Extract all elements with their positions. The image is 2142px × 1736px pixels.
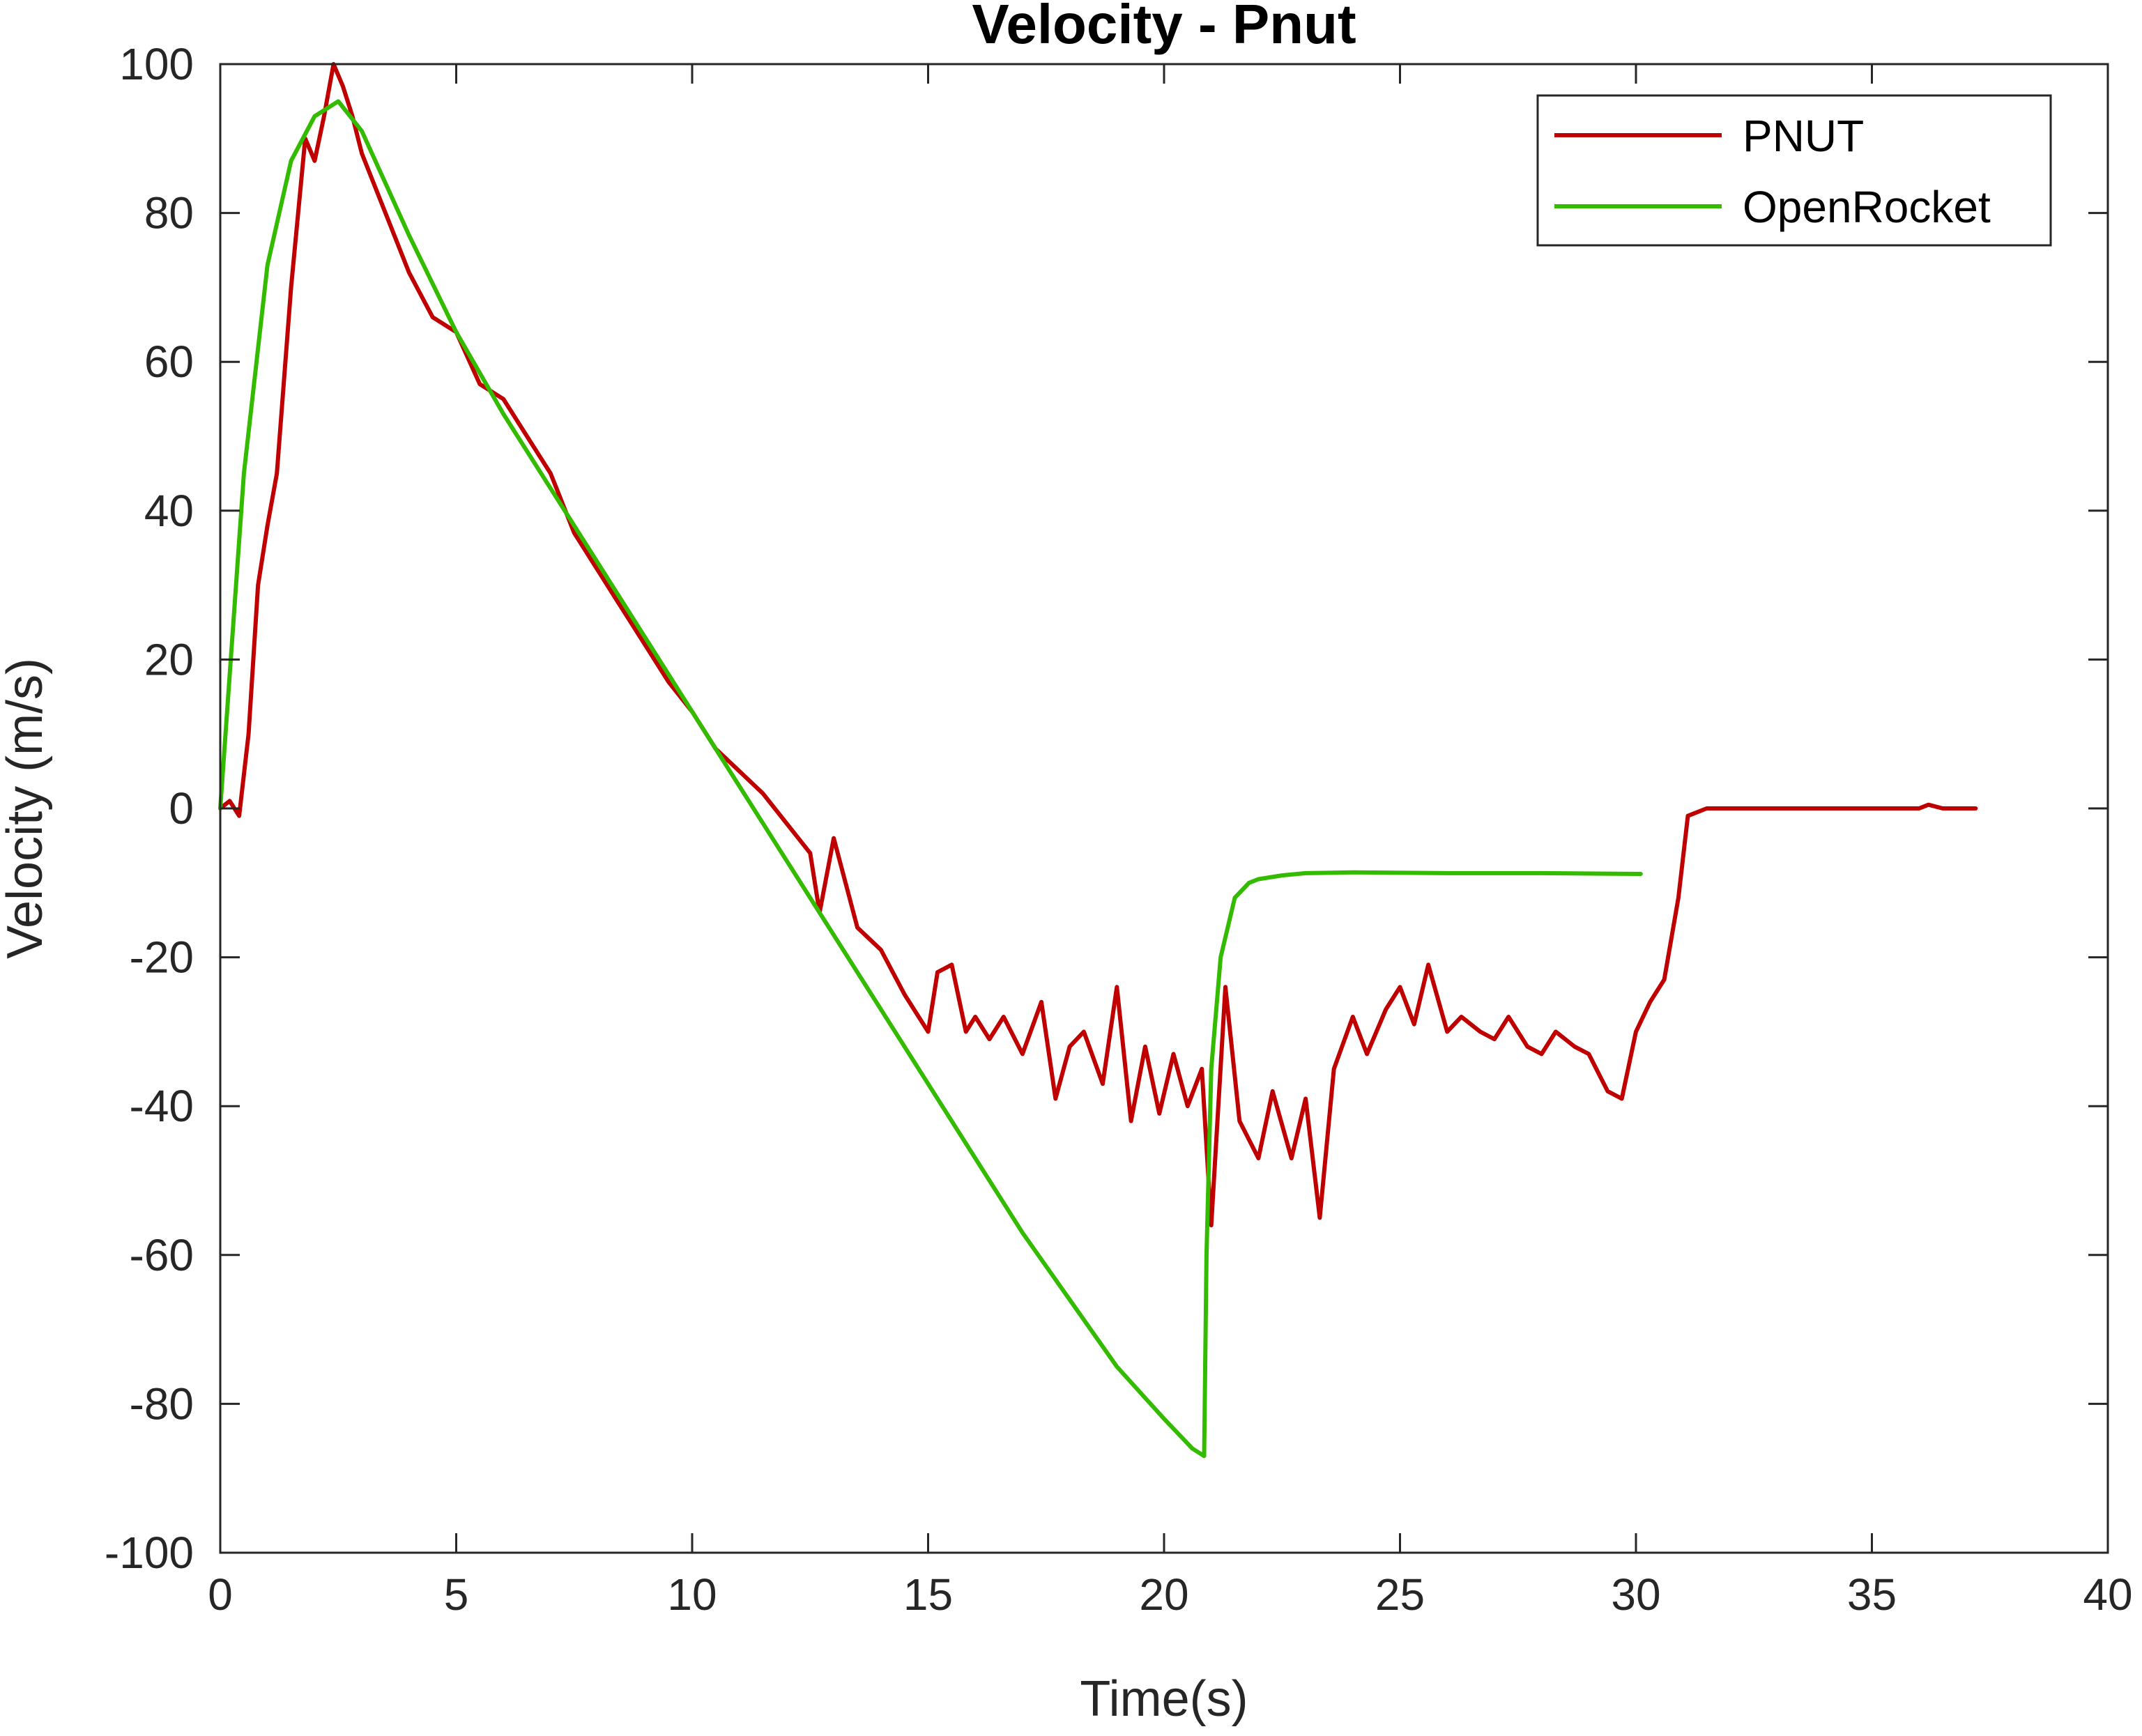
y-tick-label: 40 <box>144 486 194 536</box>
y-tick-label: 80 <box>144 188 194 238</box>
x-tick-label: 30 <box>1611 1569 1660 1620</box>
x-axis-label: Time(s) <box>1080 1671 1248 1727</box>
x-tick-label: 0 <box>208 1569 233 1620</box>
y-tick-label: -60 <box>130 1230 194 1280</box>
x-tick-label: 10 <box>667 1569 717 1620</box>
legend: PNUT OpenRocket <box>1536 94 2052 247</box>
y-tick-label: 20 <box>144 634 194 684</box>
y-tick-label: 0 <box>169 783 194 834</box>
series-line-pnut <box>218 62 1978 1228</box>
x-tick-label: 25 <box>1375 1569 1425 1620</box>
x-tick-label: 40 <box>2083 1569 2132 1620</box>
x-axis-ticks: 0 5 10 15 20 25 30 35 40 <box>208 64 2133 1620</box>
y-tick-label: 60 <box>144 337 194 387</box>
plot-area <box>218 62 2109 1554</box>
y-axis-ticks: -100 -80 -60 -40 -20 0 20 40 60 80 100 <box>105 39 2108 1578</box>
y-tick-label: 100 <box>119 39 194 89</box>
y-tick-label: -40 <box>130 1081 194 1131</box>
legend-box <box>1536 94 2052 247</box>
x-tick-label: 5 <box>444 1569 469 1620</box>
legend-label-pnut: PNUT <box>1743 111 1864 161</box>
series-line-openrocket <box>218 99 1643 1459</box>
y-tick-label: -100 <box>105 1528 194 1578</box>
y-tick-label: -20 <box>130 932 194 983</box>
y-tick-label: -80 <box>130 1378 194 1429</box>
x-tick-label: 35 <box>1847 1569 1897 1620</box>
chart-title: Velocity - Pnut <box>972 0 1356 55</box>
legend-label-openrocket: OpenRocket <box>1743 182 1991 232</box>
x-tick-label: 15 <box>903 1569 953 1620</box>
y-axis-label: Velocity (m/s) <box>0 658 53 959</box>
x-tick-label: 20 <box>1139 1569 1188 1620</box>
